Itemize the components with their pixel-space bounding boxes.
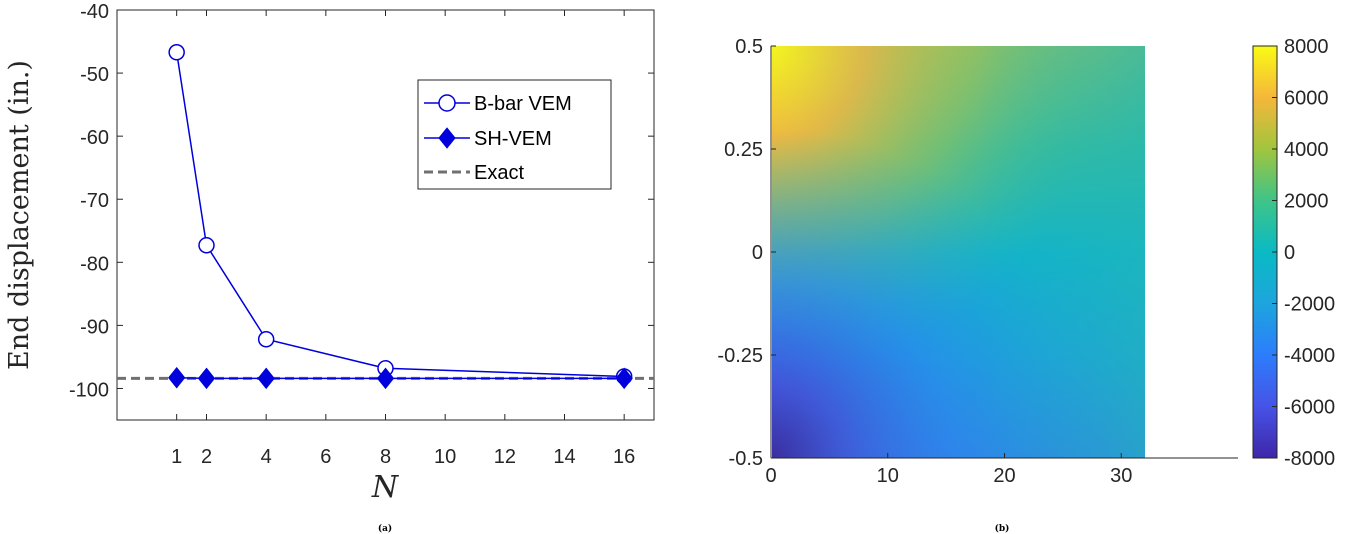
colorbar-ticks: 8000 6000 4000 2000 0 -2000 -4000 -6000 -8000 bbox=[1272, 36, 1335, 470]
y-tick-label: 0.25 bbox=[724, 139, 763, 161]
legend-marker-bbar bbox=[438, 94, 456, 112]
x-tick-label: 0 bbox=[765, 465, 776, 487]
colorbar-tick-label: 2000 bbox=[1284, 191, 1329, 213]
x-tick-label: 10 bbox=[877, 465, 899, 487]
chart-b-y-axis: 0.5 0.25 0 -0.25 -0.5 bbox=[717, 36, 776, 470]
colorbar-tick-label: 4000 bbox=[1284, 139, 1329, 161]
chart-a-plot-area bbox=[116, 9, 655, 421]
y-tick-label: -0.25 bbox=[717, 345, 763, 367]
y-tick-label: -60 bbox=[80, 127, 109, 149]
legend-label-exact: Exact bbox=[474, 162, 524, 184]
chart-a-legend: B-bar VEM SH-VEM Exact bbox=[417, 79, 612, 190]
y-tick-label: -50 bbox=[80, 64, 109, 86]
y-tick-label: 0.5 bbox=[735, 36, 763, 58]
y-tick-label: -0.5 bbox=[729, 448, 763, 470]
colorbar-tick-label: -8000 bbox=[1284, 448, 1335, 470]
series-shvem-line bbox=[176, 376, 625, 380]
colorbar-tick-label: 0 bbox=[1284, 242, 1295, 264]
chart-b-x-axis: 0 10 20 30 bbox=[765, 453, 1132, 487]
legend-label-bbar: B-bar VEM bbox=[474, 93, 572, 115]
shvem-point bbox=[615, 367, 633, 390]
bbar-point bbox=[168, 44, 185, 61]
colorbar-tick-label: 8000 bbox=[1284, 36, 1329, 58]
bbar-point bbox=[198, 237, 215, 254]
shvem-point bbox=[197, 367, 216, 390]
caption-a: (a) bbox=[378, 523, 392, 534]
y-tick-label: -40 bbox=[80, 1, 109, 23]
y-tick-label: 0 bbox=[752, 242, 763, 264]
x-tick-label: 4 bbox=[261, 446, 272, 468]
shvem-point bbox=[168, 366, 186, 389]
heatmap-right-fade bbox=[772, 46, 1145, 458]
x-tick-label: 10 bbox=[434, 446, 456, 468]
chart-a-x-label: N bbox=[371, 470, 400, 505]
caption-b: (b) bbox=[995, 523, 1010, 534]
colorbar-tick-label: -4000 bbox=[1284, 345, 1335, 367]
legend-label-shvem: SH-VEM bbox=[474, 128, 552, 150]
y-tick-label: -100 bbox=[69, 379, 109, 401]
x-tick-label: 30 bbox=[1110, 465, 1132, 487]
y-tick-label: -80 bbox=[80, 253, 109, 275]
bbar-point bbox=[257, 331, 275, 348]
x-tick-label: 14 bbox=[553, 446, 575, 468]
shvem-point bbox=[257, 367, 275, 390]
chart-a-y-axis: -40 -50 -60 -70 -80 -90 -100 bbox=[69, 1, 654, 401]
x-tick-label: 16 bbox=[613, 446, 635, 468]
chart-a-x-axis: 1 2 4 6 8 10 12 14 16 bbox=[171, 10, 635, 468]
chart-a-series-layer bbox=[117, 44, 654, 390]
legend-marker-shvem bbox=[438, 127, 456, 149]
y-tick-label: -90 bbox=[80, 316, 109, 338]
colorbar-tick-label: -6000 bbox=[1284, 397, 1335, 419]
heatmap-field bbox=[772, 46, 1145, 458]
x-tick-label: 12 bbox=[494, 446, 516, 468]
colorbar-tick-label: -2000 bbox=[1284, 294, 1335, 316]
x-tick-label: 8 bbox=[380, 446, 391, 468]
shvem-point bbox=[376, 367, 395, 390]
chart-a: 1 2 4 6 8 10 12 14 16 -40 -50 -60 -70 -80 -90 -100 N E… bbox=[4, 1, 655, 534]
chart-b: 0 10 20 30 0.5 0.25 0 -0.25 -0.5 8000 6000 4000 20… bbox=[717, 36, 1335, 534]
x-tick-label: 1 bbox=[171, 446, 182, 468]
x-tick-label: 20 bbox=[993, 465, 1015, 487]
colorbar-tick-label: 6000 bbox=[1284, 88, 1329, 110]
y-tick-label: -70 bbox=[80, 190, 109, 212]
x-tick-label: 6 bbox=[320, 446, 331, 468]
chart-a-y-label: End displacement (in.) bbox=[4, 60, 35, 370]
x-tick-label: 2 bbox=[201, 446, 212, 468]
